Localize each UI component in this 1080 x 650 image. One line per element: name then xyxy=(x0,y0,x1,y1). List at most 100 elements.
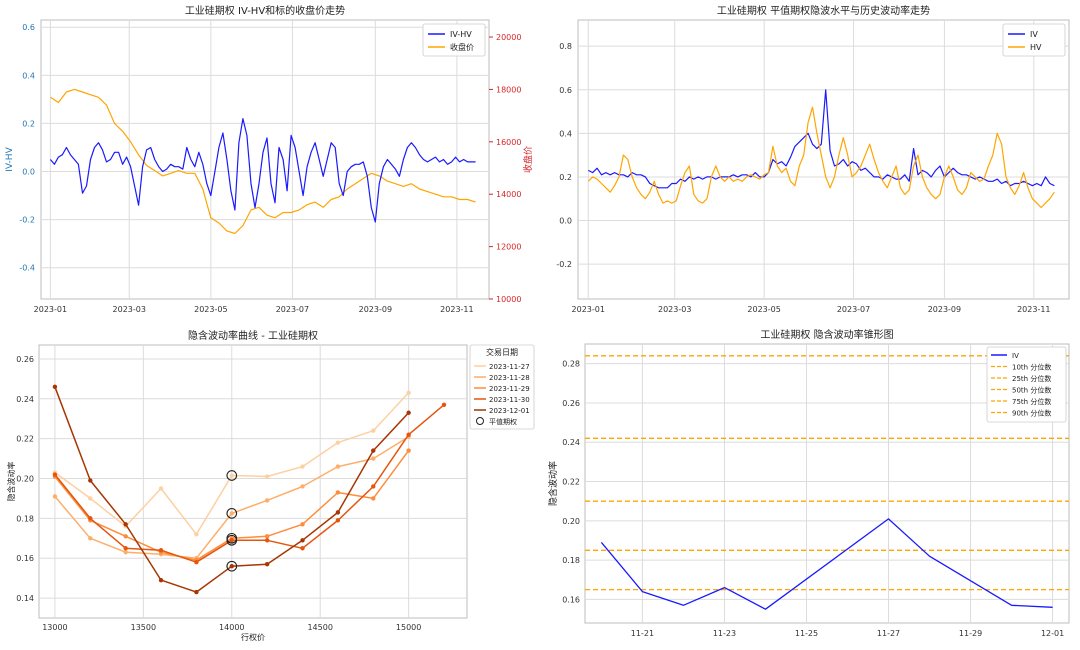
atm-marker xyxy=(226,534,238,546)
legend-label: IV xyxy=(1012,352,1019,360)
data-point xyxy=(88,478,93,483)
x-axis-label: 行权价 xyxy=(241,632,265,642)
legend-label: 2023-11-27 xyxy=(489,363,530,371)
data-point xyxy=(158,486,164,491)
data-point xyxy=(406,390,411,396)
data-point xyxy=(229,473,234,478)
y-tick-label: 0.20 xyxy=(16,475,34,484)
data-point xyxy=(264,534,270,539)
legend-label: IV-HV xyxy=(450,30,472,39)
y-tick-label: 0.22 xyxy=(562,478,580,487)
data-point xyxy=(335,464,341,469)
x-tick-label: 13000 xyxy=(42,623,67,632)
legend: 交易日期 2023-11-27 2023-11-28 2023-11-29 2023-1… xyxy=(469,344,535,430)
legend-label: 2023-12-01 xyxy=(489,407,530,415)
x-tick-label: 11-23 xyxy=(713,629,736,638)
x-tick-label: 2023-03 xyxy=(113,305,146,314)
data-point xyxy=(300,546,305,551)
data-point xyxy=(371,484,376,489)
series-line-收盘价 xyxy=(50,88,476,235)
x-tick-label: 2023-11 xyxy=(440,305,473,314)
legend-label: 50th 分位数 xyxy=(1012,386,1051,395)
legend-label: HV xyxy=(1030,43,1042,52)
legend-label: 10th 分位数 xyxy=(1012,363,1051,372)
legend-label: 2023-11-30 xyxy=(489,396,530,404)
x-tick-label: 2023-01 xyxy=(34,305,67,314)
plot-frame xyxy=(38,344,468,619)
chart-p1: 工业硅期权 IV-HV和标的收盘价走势 2023-01 2023-03 2023-05… xyxy=(5,4,534,314)
y-tick-label: 0.14 xyxy=(16,594,34,603)
x-tick-label: 2023-09 xyxy=(928,305,961,314)
legend-title: 交易日期 xyxy=(486,347,518,357)
data-point xyxy=(264,474,270,479)
y-tick-label: 0.4 xyxy=(22,71,35,80)
data-point xyxy=(406,432,411,437)
y-tick-label: 0.2 xyxy=(559,173,572,182)
y-tick-label: -0.4 xyxy=(19,264,35,273)
data-point xyxy=(194,560,199,565)
y-tick-label: 0.28 xyxy=(562,360,580,369)
x-tick-label: 2023-05 xyxy=(194,305,227,314)
y-tick-label: 0.8 xyxy=(559,42,572,51)
legend-box xyxy=(1002,23,1066,57)
y-tick-label: 0.16 xyxy=(562,595,580,604)
data-point xyxy=(88,516,93,521)
legend: IV-HV 收盘价 xyxy=(422,23,486,57)
data-point xyxy=(335,510,341,515)
data-point xyxy=(371,428,376,433)
data-point xyxy=(229,563,234,569)
y-tick-label: 0.2 xyxy=(22,119,35,128)
data-point xyxy=(158,577,164,583)
legend-label: 2023-11-29 xyxy=(489,385,530,393)
y-tick-label: 0.26 xyxy=(16,355,34,364)
y2-tick-label: 20000 xyxy=(496,33,521,42)
data-point xyxy=(88,536,93,541)
y-axis-label: 隐含波动率 xyxy=(6,462,16,502)
data-point xyxy=(229,511,234,516)
data-point xyxy=(406,410,411,415)
chart-p2: 工业硅期权 平值期权隐波水平与历史波动率走势 2023-01 2023-03 2023… xyxy=(556,4,1070,314)
y-tick-label: -0.2 xyxy=(19,216,35,225)
x-tick-label: 11-29 xyxy=(959,629,982,638)
data-point xyxy=(406,448,411,453)
y-axis-label: IV-HV xyxy=(5,146,15,171)
series-line-IV-HV xyxy=(49,117,476,223)
legend-atm-swatch xyxy=(476,417,484,425)
atm-marker xyxy=(226,560,238,572)
x-tick-label: 13500 xyxy=(131,623,156,632)
atm-marker xyxy=(226,470,238,481)
x-tick-label: 2023-07 xyxy=(837,305,870,314)
series-line-HV xyxy=(587,106,1055,209)
legend-label: 90th 分位数 xyxy=(1012,409,1051,418)
data-point xyxy=(158,548,164,553)
y2-axis-label: 收盘价 xyxy=(522,146,534,173)
legend-label: 75th 分位数 xyxy=(1012,397,1051,406)
data-point xyxy=(52,472,58,477)
data-point xyxy=(300,538,305,543)
x-tick-label: 2023-01 xyxy=(572,305,605,314)
data-point xyxy=(300,522,305,527)
y-tick-label: 0.16 xyxy=(16,554,34,563)
x-tick-label: 11-27 xyxy=(877,629,900,638)
data-point xyxy=(123,546,128,551)
data-point xyxy=(371,448,376,453)
data-point xyxy=(335,518,341,523)
series-line-2023-11-30 xyxy=(54,404,445,563)
data-point xyxy=(194,532,199,537)
x-tick-label: 2023-09 xyxy=(359,305,392,314)
data-point xyxy=(264,561,270,567)
y-tick-label: 0.24 xyxy=(562,438,580,447)
data-point xyxy=(441,402,447,407)
x-tick-label: 14500 xyxy=(307,623,332,632)
legend-box xyxy=(422,23,486,57)
data-point xyxy=(335,440,341,445)
y2-tick-label: 12000 xyxy=(496,243,521,252)
y-tick-label: 0.6 xyxy=(559,86,572,95)
y-tick-label: 0.0 xyxy=(22,168,35,177)
data-point xyxy=(88,496,93,501)
x-tick-label: 14000 xyxy=(219,623,244,632)
data-point xyxy=(123,550,128,555)
data-point xyxy=(371,496,376,501)
